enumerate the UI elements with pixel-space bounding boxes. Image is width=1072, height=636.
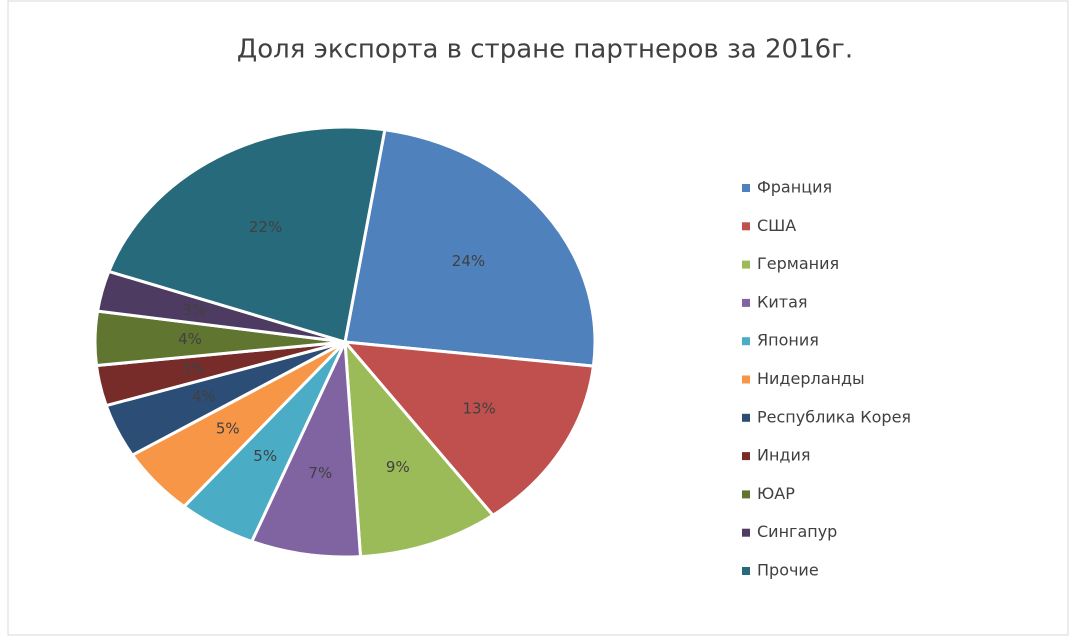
legend-label: Нидерланды (757, 369, 865, 388)
legend-swatch (742, 260, 750, 269)
data-label: 5% (216, 420, 240, 438)
pie-slice (343, 337, 496, 559)
pie-slice (341, 340, 596, 518)
legend-swatch (742, 528, 750, 537)
legend-swatch (742, 490, 750, 499)
legend-label: США (757, 216, 796, 235)
legend-label: Прочие (757, 561, 819, 580)
data-label: 13% (462, 399, 495, 417)
data-label: 4% (192, 388, 216, 406)
legend-label: Китая (757, 292, 808, 311)
legend-label: ЮАР (757, 484, 795, 503)
pie-slice (343, 128, 597, 368)
legend-swatch (742, 413, 750, 422)
legend-label: Индия (757, 446, 811, 465)
legend-swatch (742, 298, 750, 307)
chart-title: Доля экспорта в стране партнеров за 2016… (237, 35, 853, 65)
data-label: 3% (183, 301, 207, 319)
data-label: 24% (452, 252, 485, 270)
legend-swatch (742, 184, 750, 192)
legend-label: Сингапур (757, 522, 837, 541)
legend-swatch (742, 375, 750, 384)
data-label: 7% (308, 464, 332, 482)
legend-label: Германия (757, 254, 839, 273)
data-label: 9% (386, 458, 410, 476)
legend-swatch (742, 222, 750, 231)
data-label: 5% (253, 447, 277, 465)
legend-label: Франция (757, 178, 832, 197)
legend-label: Япония (757, 331, 819, 350)
legend-swatch (742, 337, 750, 346)
legend-swatch (742, 567, 750, 575)
pie-slice (106, 125, 387, 344)
data-label: 3% (181, 360, 205, 378)
legend-label: Республика Корея (757, 407, 911, 426)
data-label: 4% (178, 330, 202, 348)
data-label: 22% (249, 218, 282, 236)
legend-swatch (742, 452, 750, 461)
pie-slice (249, 336, 363, 559)
